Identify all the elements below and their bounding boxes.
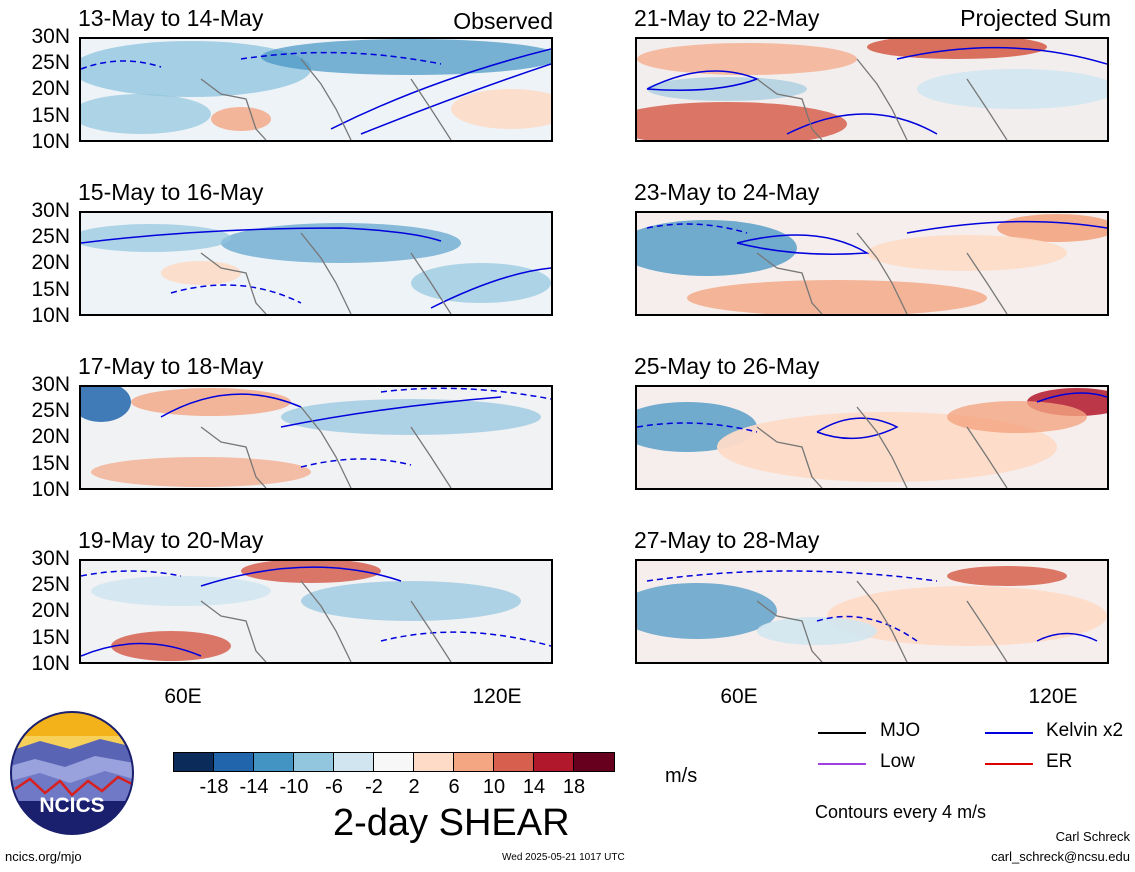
lon-tick: 60E	[720, 685, 758, 708]
colorbar-tick: 14	[522, 776, 546, 798]
lat-tick: 20N	[31, 77, 70, 100]
panel-title-3: 15-May to 16-May	[78, 179, 264, 205]
colorbar-swatch	[374, 753, 414, 771]
lon-tick: 120E	[472, 685, 522, 708]
panel-title-4: 23-May to 24-May	[634, 179, 820, 205]
lat-tick: 20N	[31, 599, 70, 622]
footer-url: ncics.org/mjo	[5, 849, 82, 864]
lat-tick: 25N	[31, 225, 70, 248]
projected-sum-label: Projected Sum	[960, 5, 1111, 31]
lat-tick: 10N	[31, 478, 70, 501]
colorbar-swatch	[294, 753, 334, 771]
colorbar-swatch	[334, 753, 374, 771]
map-panel-5	[79, 385, 553, 490]
colorbar-tick: 10	[482, 776, 506, 798]
colorbar-tick: -18	[199, 776, 229, 798]
colorbar-swatch	[254, 753, 294, 771]
colorbar-swatch	[494, 753, 534, 771]
legend-label-low: Low	[880, 751, 915, 772]
lat-tick: 20N	[31, 425, 70, 448]
panel-title-2: 21-May to 22-May	[634, 5, 820, 31]
lat-tick: 30N	[31, 199, 70, 222]
lat-tick: 30N	[31, 547, 70, 570]
colorbar-units: m/s	[665, 765, 698, 787]
legend-line-kelvin	[985, 732, 1033, 734]
legend-label-mjo: MJO	[880, 720, 921, 741]
lon-tick: 60E	[164, 685, 202, 708]
observed-label: Observed	[453, 8, 553, 34]
logo-text: NCICS	[39, 794, 104, 817]
footer-timestamp: Wed 2025-05-21 1017 UTC	[502, 852, 625, 863]
footer-author: Carl Schreck	[1055, 829, 1130, 844]
colorbar-swatch	[454, 753, 494, 771]
panel-title-5: 17-May to 18-May	[78, 353, 264, 379]
lat-tick: 25N	[31, 399, 70, 422]
ncics-logo: NCICS	[10, 711, 134, 835]
panel-title-6: 25-May to 26-May	[634, 353, 820, 379]
colorbar-tick: 2	[408, 776, 420, 798]
lat-tick: 15N	[31, 452, 70, 475]
colorbar-tick: -10	[279, 776, 309, 798]
lat-tick: 20N	[31, 251, 70, 274]
colorbar-tick: 18	[562, 776, 586, 798]
panel-title-1: 13-May to 14-May	[78, 5, 264, 31]
lat-tick: 25N	[31, 51, 70, 74]
map-panel-8	[635, 559, 1109, 664]
colorbar-swatch	[574, 753, 614, 771]
colorbar-swatch	[174, 753, 214, 771]
colorbar-swatch	[534, 753, 574, 771]
legend-label-kelvin: Kelvin x2	[1046, 720, 1124, 741]
colorbar-tick: 6	[448, 776, 460, 798]
legend-line-low	[818, 763, 866, 765]
colorbar	[173, 752, 615, 772]
lat-tick: 30N	[31, 25, 70, 48]
colorbar-title: 2-day SHEAR	[333, 802, 570, 844]
colorbar-swatch	[214, 753, 254, 771]
map-panel-1	[79, 37, 553, 142]
lat-tick: 15N	[31, 626, 70, 649]
panel-title-8: 27-May to 28-May	[634, 527, 820, 553]
map-panel-3	[79, 211, 553, 316]
map-panel-2	[635, 37, 1109, 142]
lat-tick: 10N	[31, 304, 70, 327]
colorbar-tick: -14	[239, 776, 269, 798]
lat-tick: 30N	[31, 373, 70, 396]
legend-line-mjo	[818, 732, 866, 734]
lat-tick: 15N	[31, 104, 70, 127]
map-panel-6	[635, 385, 1109, 490]
map-panel-4	[635, 211, 1109, 316]
contour-note: Contours every 4 m/s	[815, 802, 987, 822]
colorbar-swatch	[414, 753, 454, 771]
lon-tick: 120E	[1028, 685, 1078, 708]
lat-tick: 15N	[31, 278, 70, 301]
panel-title-7: 19-May to 20-May	[78, 527, 264, 553]
legend-label-er: ER	[1046, 751, 1073, 772]
lat-tick: 25N	[31, 573, 70, 596]
lat-tick: 10N	[31, 652, 70, 675]
colorbar-tick: -6	[325, 776, 343, 798]
legend-line-er	[985, 763, 1033, 765]
footer-email: carl_schreck@ncsu.edu	[991, 849, 1130, 864]
colorbar-tick: -2	[365, 776, 383, 798]
lat-tick: 10N	[31, 130, 70, 153]
map-panel-7	[79, 559, 553, 664]
